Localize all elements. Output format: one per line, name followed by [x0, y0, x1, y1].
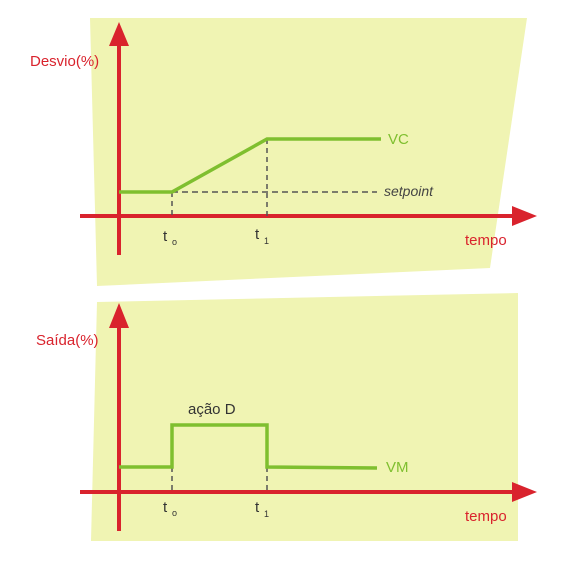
top-x-axis-arrowhead [512, 206, 537, 226]
vm-label: VM [386, 459, 409, 476]
top-tick-t0-sub: o [172, 237, 177, 247]
bottom-tick-t1: t [255, 499, 260, 516]
top-x-label: tempo [465, 232, 507, 249]
setpoint-label: setpoint [384, 183, 434, 199]
bottom-panel-background [91, 293, 518, 541]
bottom-tick-t1-sub: 1 [264, 509, 269, 519]
bottom-y-label: Saída(%) [36, 332, 99, 349]
top-panel-background [90, 18, 527, 286]
top-tick-t1-sub: 1 [264, 236, 269, 246]
vm-curve [119, 423, 378, 470]
bottom-x-axis-arrowhead [512, 482, 537, 502]
top-tick-t1: t [255, 226, 260, 243]
bottom-tick-t0: t [163, 499, 168, 516]
top-tick-t0: t [163, 228, 168, 245]
top-y-label: Desvio(%) [30, 53, 99, 70]
bottom-x-label: tempo [465, 508, 507, 525]
bottom-y-axis-arrowhead [109, 303, 129, 328]
vc-curve [119, 137, 381, 194]
top-y-axis-arrowhead [109, 22, 129, 46]
pulse-label: ação D [188, 401, 236, 418]
bottom-tick-t0-sub: o [172, 508, 177, 518]
vc-label: VC [388, 131, 409, 148]
